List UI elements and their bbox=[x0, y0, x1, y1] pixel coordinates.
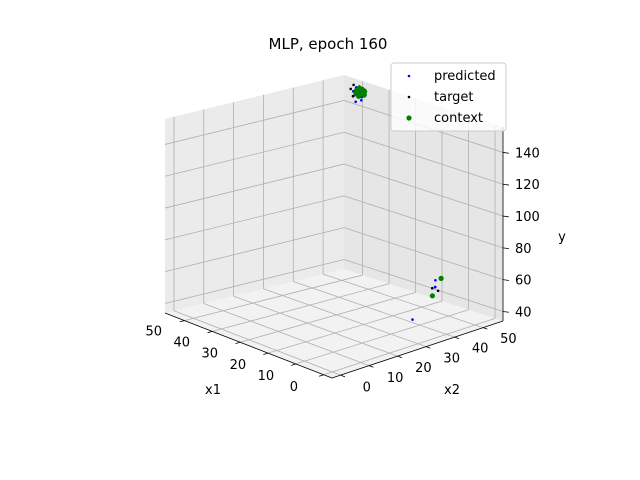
y-tick-label: 30 bbox=[443, 351, 460, 366]
grid-line bbox=[343, 227, 504, 281]
z-tick-mark bbox=[502, 152, 510, 154]
legend-label-target: target bbox=[434, 90, 474, 105]
point-predicted bbox=[434, 279, 437, 282]
z-tick-label: 80 bbox=[515, 242, 532, 257]
floor-pane bbox=[165, 269, 503, 378]
x-tick-label: 50 bbox=[146, 324, 163, 339]
legend: predicted target context bbox=[390, 62, 507, 132]
y-tick-mark bbox=[482, 327, 488, 330]
point-context bbox=[438, 275, 444, 281]
y-axis-line bbox=[331, 320, 504, 379]
grid-line bbox=[263, 288, 427, 348]
z-tick-label: 40 bbox=[515, 306, 532, 321]
z-tick-label: 60 bbox=[515, 274, 532, 289]
legend-marker-target bbox=[407, 95, 411, 99]
z-tick-label: 140 bbox=[515, 146, 540, 161]
legend-label-context: context bbox=[434, 111, 483, 126]
grid-line bbox=[267, 300, 443, 354]
right-wall-pane bbox=[344, 75, 503, 321]
y-tick-mark bbox=[425, 346, 431, 349]
x-tick-mark bbox=[207, 331, 213, 334]
x-tick-label: 0 bbox=[290, 380, 298, 395]
grid-line bbox=[184, 274, 363, 321]
y-tick-label: 50 bbox=[500, 332, 517, 347]
grid-line bbox=[164, 131, 345, 177]
grid-line bbox=[164, 227, 345, 273]
z-tick-mark bbox=[502, 247, 510, 250]
point-target bbox=[352, 94, 355, 98]
grid-line bbox=[164, 163, 345, 209]
y-tick-label: 40 bbox=[472, 342, 489, 357]
grid-line bbox=[173, 310, 341, 376]
point-context bbox=[356, 85, 362, 91]
x-tick-mark bbox=[235, 341, 241, 344]
z-tick-label: 120 bbox=[515, 178, 540, 193]
z-tick-mark bbox=[502, 279, 510, 281]
x-axis-label: x1 bbox=[205, 383, 221, 398]
z-axis-label: y bbox=[558, 230, 566, 245]
point-target bbox=[436, 289, 440, 293]
z-tick-mark bbox=[502, 183, 510, 186]
x-tick-mark bbox=[291, 363, 296, 366]
y-axis-label: x2 bbox=[444, 383, 460, 398]
point-predicted bbox=[360, 99, 363, 102]
z-tick-label: 100 bbox=[515, 210, 540, 225]
x-tick-mark bbox=[179, 320, 185, 323]
left-wall-pane bbox=[165, 75, 344, 313]
legend-label-predicted: predicted bbox=[434, 69, 496, 84]
y-tick-mark bbox=[397, 355, 403, 359]
point-target bbox=[430, 286, 434, 290]
x-tick-mark bbox=[263, 352, 269, 355]
grid-line bbox=[240, 292, 416, 343]
point-predicted bbox=[433, 285, 437, 289]
grid-line bbox=[295, 309, 469, 365]
z-tick-mark bbox=[502, 215, 510, 218]
point-predicted bbox=[354, 100, 358, 104]
grid-line bbox=[343, 163, 504, 217]
x-tick-label: 40 bbox=[174, 336, 191, 351]
point-target bbox=[352, 83, 355, 87]
x-tick-mark bbox=[318, 374, 324, 377]
y-tick-label: 10 bbox=[387, 371, 404, 386]
y-tick-mark bbox=[454, 336, 459, 340]
grid-line bbox=[323, 318, 496, 376]
x-tick-label: 10 bbox=[258, 369, 275, 384]
point-context bbox=[356, 92, 362, 98]
point-context bbox=[361, 92, 367, 98]
point-context bbox=[429, 293, 435, 299]
grid-line bbox=[203, 303, 370, 367]
legend-box bbox=[390, 62, 507, 132]
grid-line bbox=[322, 273, 484, 329]
y-tick-mark bbox=[340, 374, 346, 378]
grid-line bbox=[343, 259, 504, 312]
x-axis-line bbox=[164, 312, 333, 379]
data-points bbox=[349, 83, 444, 321]
grid-line bbox=[164, 100, 345, 145]
x-tick-label: 20 bbox=[230, 358, 247, 373]
y-tick-mark bbox=[368, 365, 374, 368]
grid-line bbox=[212, 283, 390, 332]
chart-title: MLP, epoch 160 bbox=[269, 35, 388, 53]
axis-lines bbox=[164, 127, 510, 379]
grid-line bbox=[164, 259, 345, 304]
grid-line bbox=[343, 131, 504, 185]
grid-line bbox=[343, 195, 504, 249]
z-tick-mark bbox=[502, 311, 510, 313]
x-tick-label: 30 bbox=[202, 347, 219, 362]
legend-marker-predicted bbox=[407, 74, 411, 78]
grid-lines bbox=[164, 80, 504, 376]
axis-panes bbox=[165, 75, 503, 378]
tick-labels: 0 10 20 30 40 50 0 10 20 30 40 50 40 60 80 100 120 140 bbox=[146, 146, 540, 395]
point-target bbox=[349, 87, 353, 91]
grid-line bbox=[164, 195, 345, 241]
grid-line bbox=[293, 281, 455, 338]
y-tick-label: 0 bbox=[363, 381, 371, 396]
legend-marker-context bbox=[406, 115, 412, 121]
point-predicted bbox=[411, 318, 414, 321]
grid-line bbox=[233, 295, 398, 357]
y-tick-label: 20 bbox=[415, 361, 432, 376]
